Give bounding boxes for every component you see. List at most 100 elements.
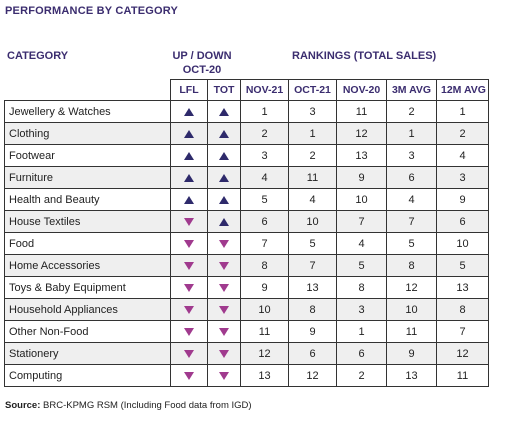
tot-cell	[207, 122, 241, 145]
tot-cell	[207, 254, 241, 277]
lfl-cell	[170, 320, 208, 343]
up-triangle-icon	[219, 173, 229, 182]
lfl-cell	[170, 144, 208, 167]
down-triangle-icon	[184, 327, 194, 336]
oct21-cell: 2	[288, 144, 337, 167]
avg3m-cell: 9	[386, 342, 437, 365]
nov21-cell: 11	[240, 320, 289, 343]
lfl-cell	[170, 188, 208, 211]
column-header-3m-avg: 3M AVG	[386, 79, 437, 101]
avg3m-cell: 3	[386, 144, 437, 167]
down-triangle-icon	[184, 349, 194, 358]
source-note: Source: BRC-KPMG RSM (Including Food dat…	[5, 400, 252, 411]
table-header-row: LFL TOT NOV-21 OCT-21 NOV-20 3M AVG 12M …	[4, 79, 489, 101]
category-cell: Food	[4, 232, 171, 255]
lfl-cell	[170, 342, 208, 365]
tot-cell	[207, 298, 241, 321]
avg12m-cell: 1	[436, 100, 489, 123]
nov20-cell: 12	[336, 122, 387, 145]
down-triangle-icon	[219, 283, 229, 292]
column-header-nov21: NOV-21	[240, 79, 289, 101]
lfl-cell	[170, 100, 208, 123]
avg3m-cell: 6	[386, 166, 437, 189]
category-cell: Furniture	[4, 166, 171, 189]
avg12m-cell: 11	[436, 364, 489, 387]
table-row: Food 7 5 4 5 10	[4, 232, 489, 255]
tot-cell	[207, 342, 241, 365]
nov21-cell: 2	[240, 122, 289, 145]
category-cell: Clothing	[4, 122, 171, 145]
up-down-heading: UP / DOWN OCT-20	[170, 49, 234, 77]
avg12m-cell: 8	[436, 298, 489, 321]
nov20-cell: 4	[336, 232, 387, 255]
up-triangle-icon	[184, 129, 194, 138]
category-cell: Computing	[4, 364, 171, 387]
avg3m-cell: 10	[386, 298, 437, 321]
lfl-cell	[170, 210, 208, 233]
down-triangle-icon	[219, 327, 229, 336]
nov20-cell: 11	[336, 100, 387, 123]
lfl-cell	[170, 364, 208, 387]
tot-cell	[207, 188, 241, 211]
lfl-cell	[170, 276, 208, 299]
nov21-cell: 4	[240, 166, 289, 189]
header-blank-cell	[4, 79, 171, 101]
down-triangle-icon	[219, 261, 229, 270]
nov20-cell: 2	[336, 364, 387, 387]
nov20-cell: 6	[336, 342, 387, 365]
table-row: Stationery 12 6 6 9 12	[4, 342, 489, 365]
oct21-cell: 7	[288, 254, 337, 277]
category-cell: Toys & Baby Equipment	[4, 276, 171, 299]
tot-cell	[207, 100, 241, 123]
oct21-cell: 5	[288, 232, 337, 255]
avg12m-cell: 5	[436, 254, 489, 277]
table-row: Clothing 2 1 12 1 2	[4, 122, 489, 145]
avg3m-cell: 5	[386, 232, 437, 255]
oct21-cell: 10	[288, 210, 337, 233]
category-cell: House Textiles	[4, 210, 171, 233]
oct21-cell: 4	[288, 188, 337, 211]
nov21-cell: 9	[240, 276, 289, 299]
table-row: Health and Beauty 5 4 10 4 9	[4, 188, 489, 211]
up-down-heading-line1: UP / DOWN	[172, 50, 232, 62]
avg12m-cell: 13	[436, 276, 489, 299]
nov20-cell: 10	[336, 188, 387, 211]
nov21-cell: 3	[240, 144, 289, 167]
down-triangle-icon	[184, 239, 194, 248]
nov21-cell: 12	[240, 342, 289, 365]
lfl-cell	[170, 166, 208, 189]
oct21-cell: 11	[288, 166, 337, 189]
tot-cell	[207, 320, 241, 343]
avg3m-cell: 4	[386, 188, 437, 211]
avg3m-cell: 1	[386, 122, 437, 145]
oct21-cell: 9	[288, 320, 337, 343]
up-triangle-icon	[219, 107, 229, 116]
tot-cell	[207, 364, 241, 387]
up-triangle-icon	[219, 129, 229, 138]
category-cell: Health and Beauty	[4, 188, 171, 211]
down-triangle-icon	[184, 371, 194, 380]
tot-cell	[207, 166, 241, 189]
nov21-cell: 7	[240, 232, 289, 255]
table-row: Furniture 4 11 9 6 3	[4, 166, 489, 189]
up-triangle-icon	[184, 195, 194, 204]
category-cell: Footwear	[4, 144, 171, 167]
down-triangle-icon	[184, 261, 194, 270]
up-triangle-icon	[219, 195, 229, 204]
down-triangle-icon	[184, 305, 194, 314]
table-row: Footwear 3 2 13 3 4	[4, 144, 489, 167]
category-cell: Home Accessories	[4, 254, 171, 277]
nov20-cell: 7	[336, 210, 387, 233]
avg12m-cell: 2	[436, 122, 489, 145]
avg3m-cell: 12	[386, 276, 437, 299]
oct21-cell: 3	[288, 100, 337, 123]
avg12m-cell: 3	[436, 166, 489, 189]
nov20-cell: 1	[336, 320, 387, 343]
category-cell: Jewellery & Watches	[4, 100, 171, 123]
avg12m-cell: 9	[436, 188, 489, 211]
avg12m-cell: 12	[436, 342, 489, 365]
avg3m-cell: 11	[386, 320, 437, 343]
category-cell: Stationery	[4, 342, 171, 365]
tot-cell	[207, 232, 241, 255]
oct21-cell: 12	[288, 364, 337, 387]
